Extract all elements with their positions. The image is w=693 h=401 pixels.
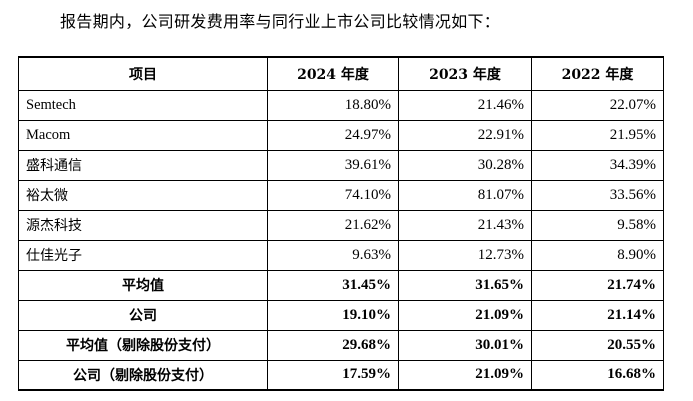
cell-value: 74.10% — [267, 179, 399, 211]
row-name-yutaiwei: 裕太微 — [18, 179, 268, 211]
cell-value: 33.56% — [531, 179, 664, 211]
row-name-shijia: 仕佳光子 — [18, 239, 268, 271]
header-2022: 2022 年度 — [531, 56, 664, 91]
cell-value: 17.59% — [267, 359, 399, 391]
cell-value: 8.90% — [531, 239, 664, 271]
summary-row-average: 平均值 31.45% 31.65% 21.74% — [18, 269, 664, 301]
table-row: Semtech 18.80% 21.46% 22.07% — [18, 89, 664, 121]
table-row: 仕佳光子 9.63% 12.73% 8.90% — [18, 239, 664, 271]
intro-paragraph: 报告期内，公司研发费用率与同行业上市公司比较情况如下： — [60, 12, 501, 31]
cell-value: 20.55% — [531, 329, 664, 361]
cell-value: 31.45% — [267, 269, 399, 301]
cell-value: 22.91% — [398, 119, 532, 151]
cell-value: 81.07% — [398, 179, 532, 211]
cell-value: 21.62% — [267, 209, 399, 241]
table-row: 盛科通信 39.61% 30.28% 34.39% — [18, 149, 664, 181]
table-row: Macom 24.97% 22.91% 21.95% — [18, 119, 664, 151]
row-name-average-excl-sbc: 平均值（剔除股份支付） — [18, 329, 268, 361]
cell-value: 34.39% — [531, 149, 664, 181]
cell-value: 21.74% — [531, 269, 664, 301]
header-2024: 2024 年度 — [267, 56, 399, 91]
cell-value: 21.14% — [531, 299, 664, 331]
rd-expense-ratio-table: 项目 2024 年度 2023 年度 2022 年度 Semtech 18.80… — [18, 56, 664, 391]
row-name-semtech: Semtech — [18, 89, 268, 121]
cell-value: 30.01% — [398, 329, 532, 361]
cell-value: 21.46% — [398, 89, 532, 121]
summary-row-company: 公司 19.10% 21.09% 21.14% — [18, 299, 664, 331]
table-row: 源杰科技 21.62% 21.43% 9.58% — [18, 209, 664, 241]
cell-value: 9.58% — [531, 209, 664, 241]
cell-value: 24.97% — [267, 119, 399, 151]
summary-row-company-excl-sbc: 公司（剔除股份支付） 17.59% 21.09% 16.68% — [18, 359, 664, 391]
row-name-company: 公司 — [18, 299, 268, 331]
cell-value: 30.28% — [398, 149, 532, 181]
cell-value: 21.95% — [531, 119, 664, 151]
cell-value: 21.09% — [398, 359, 532, 391]
summary-row-average-excl-sbc: 平均值（剔除股份支付） 29.68% 30.01% 20.55% — [18, 329, 664, 361]
cell-value: 19.10% — [267, 299, 399, 331]
row-name-macom: Macom — [18, 119, 268, 151]
cell-value: 16.68% — [531, 359, 664, 391]
cell-value: 39.61% — [267, 149, 399, 181]
row-name-company-excl-sbc: 公司（剔除股份支付） — [18, 359, 268, 391]
table-row: 裕太微 74.10% 81.07% 33.56% — [18, 179, 664, 211]
cell-value: 18.80% — [267, 89, 399, 121]
cell-value: 12.73% — [398, 239, 532, 271]
row-name-yuanjie: 源杰科技 — [18, 209, 268, 241]
cell-value: 31.65% — [398, 269, 532, 301]
row-name-average: 平均值 — [18, 269, 268, 301]
cell-value: 22.07% — [531, 89, 664, 121]
cell-value: 21.43% — [398, 209, 532, 241]
cell-value: 29.68% — [267, 329, 399, 361]
cell-value: 21.09% — [398, 299, 532, 331]
row-name-shengke: 盛科通信 — [18, 149, 268, 181]
header-2023: 2023 年度 — [398, 56, 532, 91]
header-item: 项目 — [18, 56, 268, 91]
cell-value: 9.63% — [267, 239, 399, 271]
table-header-row: 项目 2024 年度 2023 年度 2022 年度 — [18, 56, 664, 91]
